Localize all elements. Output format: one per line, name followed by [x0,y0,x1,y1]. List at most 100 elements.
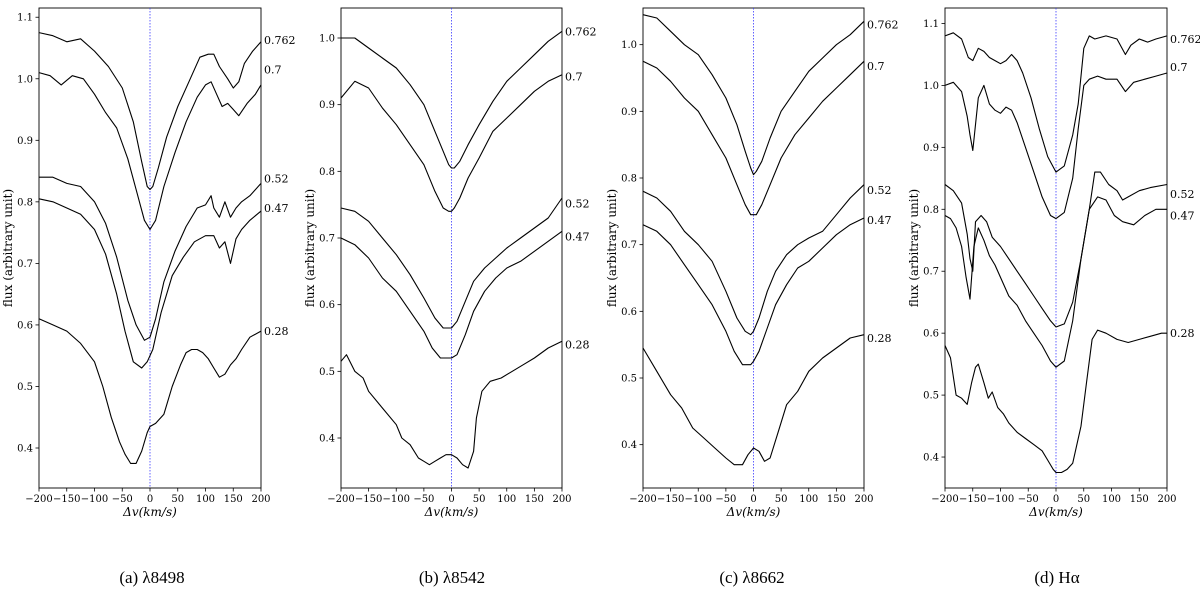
y-tick-label: 0.5 [17,382,33,393]
y-tick-label: 0.8 [17,197,33,208]
x-tick-label: −150 [657,494,684,505]
phase-label: 0.52 [867,184,892,197]
x-tick-label: 100 [799,494,818,505]
y-axis-label: flux (arbitrary unit) [303,189,317,307]
phase-label: 0.47 [565,231,590,244]
spectrum-line-phase-0-762 [642,14,865,176]
spectrum-line-phase-0-762 [341,30,563,169]
phase-label: 0.7 [264,64,282,77]
x-axis-label: Δv(km/s) [122,505,177,519]
spectrum-line-phase-0-28 [944,329,1167,474]
panel-b-caption: (b) λ8542 [418,568,486,587]
panel-d: −200 −150 −100 −50 0 50 100 150 200 0.4 0.5 0.6 0.7 0… [907,7,1200,519]
y-tick-label: 0.9 [923,143,939,154]
y-tick-label: 0.5 [319,367,335,378]
spectrum-line-phase-0-52 [944,171,1168,328]
y-tick-label: 0.9 [17,136,33,147]
y-tick-label: 0.6 [17,320,33,331]
spectrum-line-phase-0-52 [642,184,865,336]
x-axis-label: Δv(km/s) [424,505,479,519]
spectrum-line-phase-0-28 [642,334,865,466]
y-tick-label: 0.7 [319,234,335,245]
y-tick-label: 0.8 [621,174,637,185]
y-tick-label: 0.4 [319,434,335,445]
phase-label: 0.52 [1170,188,1195,201]
y-tick-label: 1.0 [319,34,335,45]
x-tick-label: −100 [685,494,712,505]
x-tick-label: 100 [1102,494,1121,505]
y-tick-label: 0.5 [923,391,939,402]
phase-label: 0.52 [264,172,289,185]
spectrum-line-phase-0-47 [944,196,1167,368]
y-tick-label: 0.7 [923,267,939,278]
panel-c-caption: (c) λ8662 [719,568,785,587]
panel-a-caption: (a) λ8498 [119,568,185,587]
x-tick-label: 200 [552,494,571,505]
x-tick-label: −200 [629,494,656,505]
spectrum-line-phase-0-7 [944,72,1168,220]
phase-label: 0.28 [565,339,590,352]
phase-label: 0.28 [867,332,892,345]
x-tick-label: −100 [987,494,1014,505]
panel-c: −200 −150 −100 −50 0 50 100 150 200 0.4 0.5 0.6 0.7 0… [605,7,899,519]
spectrum-line-phase-0-762 [38,32,262,191]
spectrum-line-phase-0-52 [39,176,262,341]
phase-label: 0.7 [1170,61,1188,74]
x-tick-label: 150 [1130,494,1149,505]
y-tick-label: 0.4 [923,453,939,464]
spectrum-line-phase-0-762 [944,32,1168,173]
x-tick-label: −200 [25,494,52,505]
phase-label: 0.52 [565,197,590,210]
x-tick-label: 50 [1077,494,1090,505]
y-tick-label: 1.0 [923,81,939,92]
x-tick-label: −50 [715,494,736,505]
x-tick-label: −100 [383,494,410,505]
x-tick-label: 200 [1157,494,1176,505]
spectrum-line-phase-0-28 [340,340,563,469]
y-tick-label: 0.9 [621,107,637,118]
spectrum-line-phase-0-28 [38,318,262,464]
spectrum-line-phase-0-7 [642,60,865,216]
y-tick-label: 1.0 [17,74,33,85]
y-tick-label: 0.7 [621,240,637,251]
phase-label: 0.7 [565,71,583,84]
y-tick-label: 0.8 [923,205,939,216]
x-tick-label: −200 [931,494,958,505]
x-tick-label: 150 [827,494,846,505]
phase-label: 0.47 [867,214,892,227]
phase-label: 0.7 [867,60,885,73]
panel-b: −200 −150 −100 −50 0 50 100 150 200 0.4 0.5 0.6 0.7 0… [303,7,597,519]
y-tick-label: 0.8 [319,167,335,178]
x-tick-label: 0 [448,494,454,505]
x-tick-label: 100 [497,494,516,505]
x-tick-label: 200 [854,494,873,505]
x-tick-label: −150 [53,494,80,505]
spectrum-line-phase-0-47 [340,230,563,359]
x-tick-label: −100 [81,494,108,505]
x-tick-label: −150 [355,494,382,505]
phase-label: 0.762 [1170,33,1200,46]
x-axis-label: Δv(km/s) [726,505,781,519]
phase-label: 0.28 [1170,327,1195,340]
spectrum-line-phase-0-47 [38,198,262,369]
phase-label: 0.47 [264,202,289,215]
x-tick-label: 50 [775,494,788,505]
y-tick-label: 0.4 [621,440,637,451]
y-axis-label: flux (arbitrary unit) [605,189,619,307]
x-axis-label: Δv(km/s) [1028,505,1083,519]
x-tick-label: −150 [959,494,986,505]
y-tick-label: 0.7 [17,259,33,270]
x-tick-label: −200 [327,494,354,505]
y-tick-label: 0.6 [319,300,335,311]
spectrum-line-phase-0-7 [340,74,563,212]
phase-label: 0.762 [867,19,899,32]
x-tick-label: 0 [750,494,756,505]
x-tick-label: −50 [1018,494,1039,505]
panel-d-caption: (d) Hα [1034,568,1080,587]
x-tick-label: 0 [147,494,153,505]
panel-a: −200 −150 −100 −50 0 50 100 150 200 0.4 0.5 0.6 0.7 0… [1,7,296,519]
x-tick-label: 100 [196,494,215,505]
x-tick-label: 150 [224,494,243,505]
x-tick-label: −50 [413,494,434,505]
